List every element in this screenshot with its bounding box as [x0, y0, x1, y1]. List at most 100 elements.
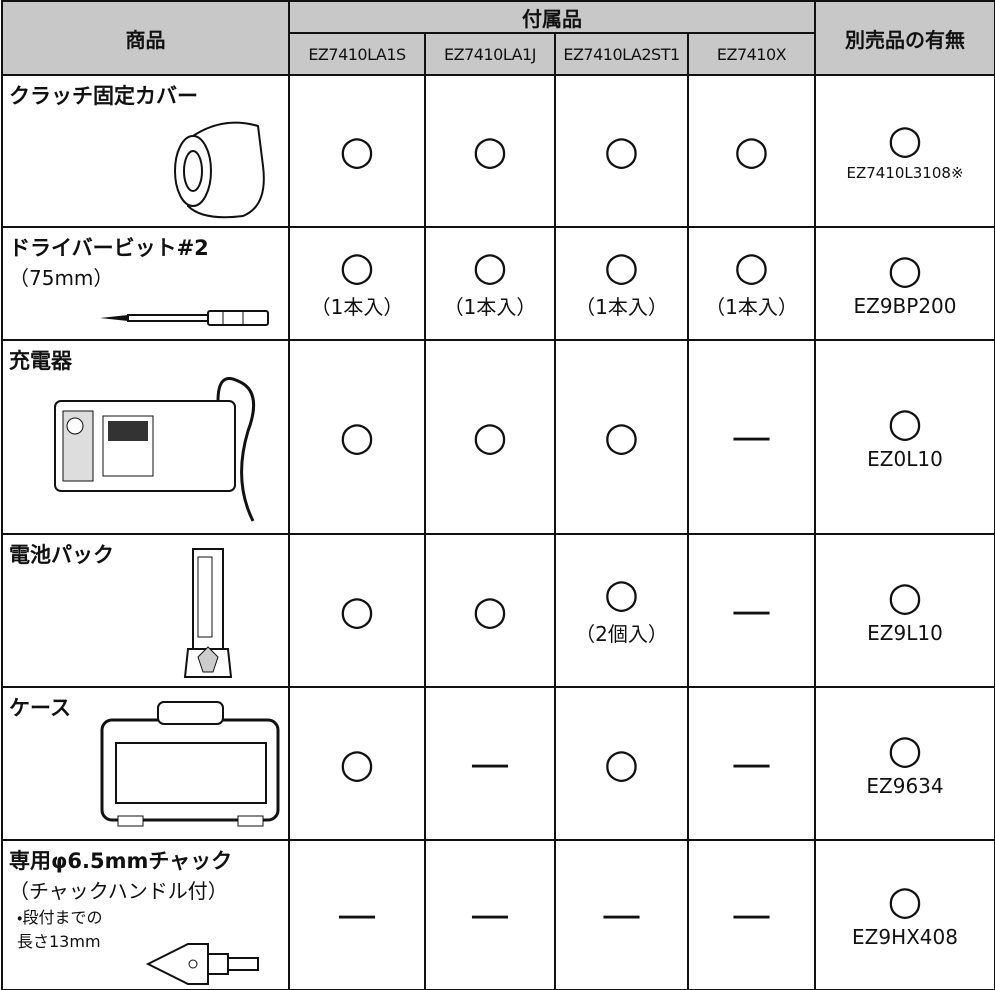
separate-mark: ○	[887, 726, 923, 773]
illustration	[157, 701, 224, 725]
separate-mark: ○	[887, 246, 923, 293]
illustration	[115, 742, 267, 804]
illustration	[183, 548, 233, 678]
product-cell: ケース	[1, 686, 290, 841]
illustration	[197, 646, 219, 673]
availability-cell: —	[424, 839, 556, 990]
availability-cell: ○ （1本入）	[424, 226, 556, 341]
separate-cell: ○ EZ7410L3108※	[814, 74, 995, 228]
illustration	[145, 943, 209, 985]
item-row: ドライバービット#2 （75mm） ○ （1本入） ○ （1本入） ○ （1本入） ○ （1本入）…	[1, 226, 995, 341]
availability-cell: ○	[687, 74, 816, 228]
illustration	[207, 953, 229, 975]
product-name: ケース	[9, 696, 71, 720]
model-header: EZ7410LA1S	[288, 32, 426, 76]
product-cell: ドライバービット#2 （75mm）	[1, 226, 290, 341]
part-number: EZ7410L3108※	[846, 164, 964, 182]
availability-cell: ○ （1本入）	[554, 226, 689, 341]
availability-mark: ○	[604, 128, 639, 174]
availability-mark: —	[470, 892, 510, 938]
availability-cell: —	[687, 686, 816, 841]
illustration	[127, 314, 209, 322]
product-name: 充電器	[9, 349, 72, 373]
quantity-note: （1本入）	[705, 295, 798, 319]
illustration	[207, 310, 269, 326]
product-cell: 電池パック	[1, 533, 290, 688]
illustration	[183, 150, 203, 192]
illustration	[197, 556, 213, 638]
quantity-note: （1本入）	[443, 295, 537, 319]
availability-cell: ○	[424, 533, 556, 688]
availability-mark: ○	[604, 414, 639, 460]
header-row: 商品 付属品 別売品の有無	[1, 0, 995, 76]
product-name: ドライバービット#2	[9, 236, 209, 260]
illustration	[117, 815, 144, 827]
illustration	[100, 315, 128, 321]
availability-cell: ○	[424, 339, 556, 535]
availability-mark: ○	[472, 414, 508, 460]
item-row: 充電器 ○ ○ ○ — ○ EZ0L10	[1, 339, 995, 535]
part-number: EZ9634	[866, 773, 944, 798]
separate-mark: ○	[887, 878, 923, 924]
availability-mark: ○	[339, 414, 375, 460]
part-number: EZ9L10	[867, 620, 943, 645]
item-row: 電池パック ○ ○ ○ （2個入） — ○ EZ9L10	[1, 533, 995, 688]
part-number: EZ9BP200	[853, 293, 957, 318]
availability-cell: ○ （2個入）	[554, 533, 689, 688]
availability-cell: —	[288, 839, 426, 990]
illustration	[108, 421, 148, 441]
availability-mark: ○	[734, 244, 769, 290]
availability-cell: —	[424, 686, 556, 841]
availability-mark: ○	[604, 244, 639, 290]
illustration	[188, 959, 198, 969]
model-header: EZ7410X	[687, 32, 816, 76]
illustration	[54, 377, 256, 522]
part-number: EZ0L10	[867, 447, 943, 471]
availability-mark: —	[731, 892, 772, 938]
availability-mark: ○	[339, 587, 375, 634]
product-cell: クラッチ固定カバー	[1, 74, 290, 228]
availability-cell: ○ （1本入）	[288, 226, 426, 341]
availability-cell: —	[554, 839, 689, 990]
item-row: 専用φ6.5mmチャック （チャックハンドル付） ・段付までの 長さ13mm — — — — ○…	[1, 839, 995, 990]
availability-cell: ○	[288, 74, 426, 228]
product-name: 電池パック	[9, 543, 114, 567]
availability-cell: ○ （1本入）	[687, 226, 816, 341]
separate-cell: ○ EZ0L10	[814, 339, 995, 535]
separate-cell: ○ EZ9HX408	[814, 839, 995, 990]
quantity-note: （1本入）	[310, 295, 404, 319]
illustration	[237, 815, 264, 827]
part-number: EZ9HX408	[852, 925, 958, 949]
illustration	[145, 943, 259, 985]
product-name: クラッチ固定カバー	[9, 84, 198, 108]
availability-cell: —	[687, 839, 816, 990]
availability-mark: —	[731, 414, 772, 460]
illustration	[227, 957, 259, 971]
product-cell: 専用φ6.5mmチャック （チャックハンドル付） ・段付までの 長さ13mm	[1, 839, 290, 990]
product-subtext: （チャックハンドル付）	[9, 879, 228, 903]
availability-mark: —	[731, 740, 772, 787]
illustration	[100, 701, 280, 827]
item-row: ケース ○ — ○ — ○ EZ9634	[1, 686, 995, 841]
availability-cell: ○	[424, 74, 556, 228]
availability-mark: ○	[339, 128, 375, 174]
availability-mark: —	[337, 892, 377, 938]
separate-cell: ○ EZ9634	[814, 686, 995, 841]
quantity-note: （1本入）	[575, 295, 668, 319]
separate-mark: ○	[887, 573, 923, 620]
availability-cell: ○	[554, 686, 689, 841]
separate-cell: ○ EZ9BP200	[814, 226, 995, 341]
product-subtext: （75mm）	[9, 266, 114, 290]
availability-cell: —	[687, 533, 816, 688]
availability-cell: —	[687, 339, 816, 535]
model-header: EZ7410LA2ST1	[554, 32, 689, 76]
header-models-row: EZ7410LA1S EZ7410LA1J EZ7410LA2ST1 EZ7410X	[2, 32, 995, 76]
item-row: クラッチ固定カバー ○ ○ ○ ○ ○ EZ7410L3108※	[1, 74, 995, 228]
separate-mark: ○	[887, 400, 923, 446]
availability-mark: ○	[472, 587, 508, 634]
illustration	[174, 121, 265, 219]
availability-mark: ○	[604, 740, 639, 787]
availability-cell: ○	[554, 339, 689, 535]
